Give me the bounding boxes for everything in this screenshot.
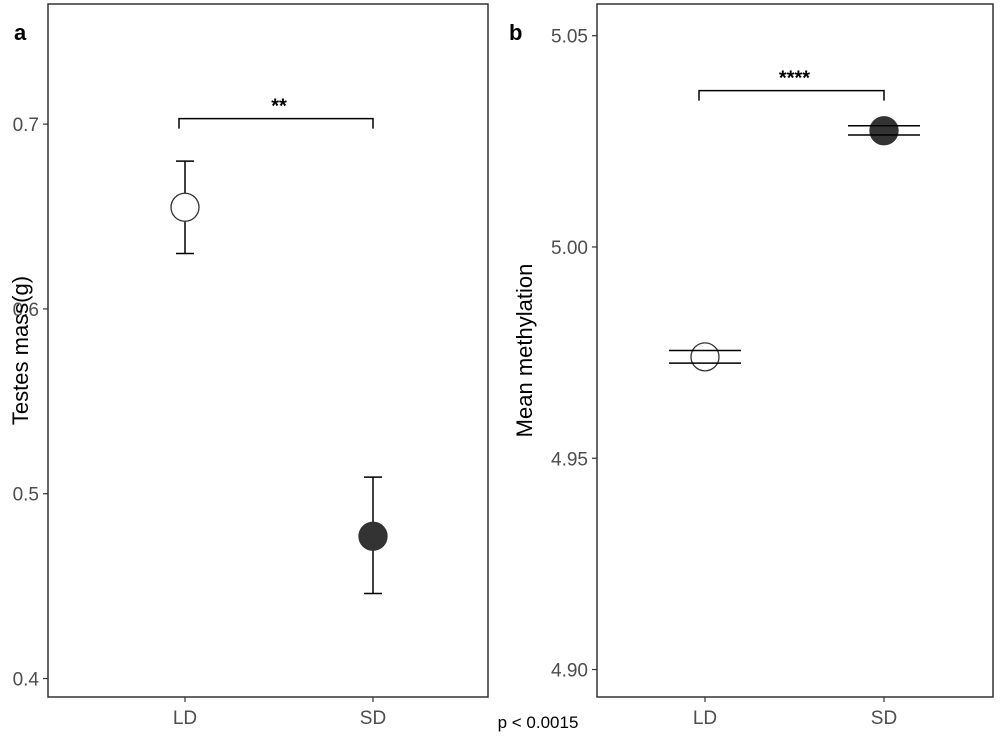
y-axis-title: Testes mass(g)	[8, 276, 33, 425]
y-tick-label: 0.7	[13, 115, 39, 136]
y-tick-label: 0.6	[13, 300, 39, 321]
significance-bracket	[698, 89, 885, 101]
data-point	[170, 192, 200, 222]
panel-letter: a	[14, 20, 27, 45]
y-axis-title: Mean methylation	[512, 264, 537, 438]
significance-label: **	[271, 96, 287, 118]
y-tick-label: 4.95	[551, 449, 588, 470]
y-tick-label: 0.5	[13, 485, 39, 506]
panel-letter: b	[509, 20, 522, 45]
significance-label: ****	[779, 68, 810, 90]
data-point	[869, 116, 899, 146]
x-tick-label: LD	[173, 708, 197, 729]
y-tick-label: 5.05	[551, 27, 588, 48]
panel-b: b 4.90 4.95 5.00 5.05 LD SD Mean methylation ***…	[509, 3, 994, 729]
plot-frame	[596, 3, 994, 698]
plot-frame	[47, 3, 489, 698]
panel-a: a 0.4 0.5 0.6 0.7 LD SD Testes mass(g) **	[8, 3, 489, 729]
x-tick-label: SD	[871, 708, 897, 729]
p-value-footnote: p < 0.0015	[498, 713, 579, 732]
data-point	[690, 342, 720, 372]
data-point	[358, 521, 388, 551]
y-tick-label: 5.00	[551, 238, 588, 259]
x-tick-label: SD	[360, 708, 386, 729]
significance-bracket	[178, 117, 374, 129]
y-tick-label: 0.4	[13, 670, 40, 691]
x-tick-label: LD	[693, 708, 717, 729]
y-tick-label: 4.90	[551, 661, 588, 682]
